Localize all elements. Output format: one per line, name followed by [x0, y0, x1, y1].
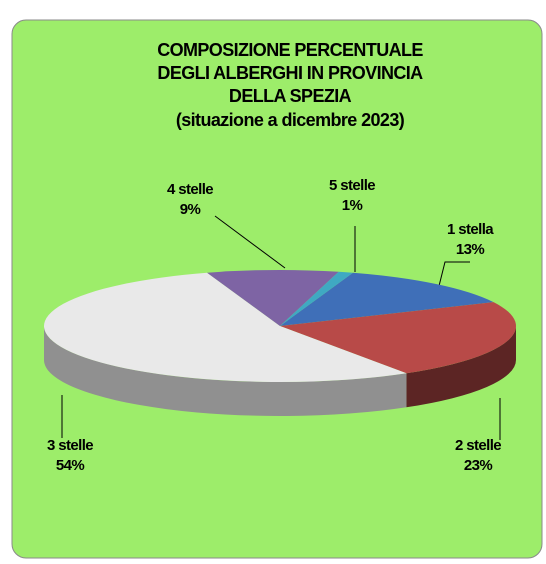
data-label: 4 stelle — [167, 181, 213, 198]
data-label: 9% — [180, 201, 201, 218]
data-label: 5 stelle — [329, 177, 375, 194]
slice — [280, 271, 353, 326]
data-label: 1 stella — [447, 221, 494, 238]
data-label: 1% — [342, 197, 363, 214]
leader-line — [214, 215, 286, 269]
data-label: 23% — [464, 457, 492, 474]
chart-subtitle: (situazione a dicembre 2023) — [176, 110, 405, 130]
data-label: 3 stelle — [47, 437, 93, 454]
slice — [207, 270, 339, 326]
slice — [280, 302, 516, 374]
chart-title: DEGLI ALBERGHI IN PROVINCIA — [157, 63, 423, 83]
slice-side — [44, 326, 407, 416]
slice — [43, 272, 407, 382]
slice-side — [406, 326, 516, 408]
slice — [280, 272, 494, 326]
pie — [43, 270, 516, 416]
data-label: 54% — [56, 457, 84, 474]
data-label: 13% — [456, 241, 484, 258]
chart-title: COMPOSIZIONE PERCENTUALE — [157, 40, 423, 60]
data-label: 2 stelle — [455, 437, 501, 454]
leader-lines — [61, 215, 501, 440]
leader-line — [437, 261, 470, 291]
chart-title: DELLA SPEZIA — [229, 86, 352, 106]
